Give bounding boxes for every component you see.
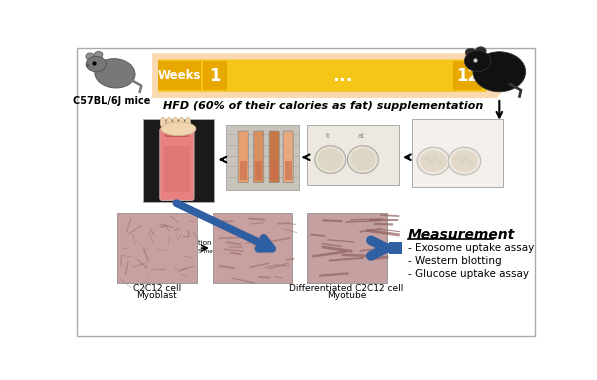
Text: HFD (60% of their calories as fat) supplementation: HFD (60% of their calories as fat) suppl… — [162, 101, 483, 111]
FancyBboxPatch shape — [240, 161, 247, 180]
Ellipse shape — [455, 156, 461, 160]
FancyBboxPatch shape — [283, 131, 293, 183]
Text: Differentiated C2C12 cell: Differentiated C2C12 cell — [290, 284, 404, 293]
Ellipse shape — [428, 160, 434, 164]
Text: Measurement: Measurement — [408, 228, 515, 242]
FancyBboxPatch shape — [160, 128, 194, 200]
Text: - Exosome uptake assay: - Exosome uptake assay — [408, 243, 534, 253]
Ellipse shape — [424, 156, 430, 160]
FancyBboxPatch shape — [143, 119, 214, 202]
Polygon shape — [158, 59, 503, 92]
Ellipse shape — [185, 117, 190, 128]
Ellipse shape — [347, 146, 378, 173]
FancyBboxPatch shape — [203, 61, 226, 90]
Text: - Western blotting: - Western blotting — [408, 256, 501, 266]
Ellipse shape — [420, 150, 447, 172]
FancyBboxPatch shape — [254, 131, 264, 183]
FancyBboxPatch shape — [453, 61, 482, 90]
Ellipse shape — [160, 117, 166, 128]
Text: Weeks: Weeks — [158, 69, 201, 82]
Ellipse shape — [467, 160, 473, 164]
Ellipse shape — [463, 156, 469, 160]
Ellipse shape — [173, 117, 178, 128]
FancyBboxPatch shape — [164, 146, 190, 192]
Ellipse shape — [86, 53, 94, 60]
FancyBboxPatch shape — [285, 161, 291, 180]
Ellipse shape — [475, 47, 486, 55]
Text: lt: lt — [326, 133, 330, 139]
Text: 1: 1 — [209, 66, 221, 85]
Ellipse shape — [459, 160, 465, 164]
Ellipse shape — [95, 59, 135, 88]
FancyBboxPatch shape — [389, 242, 402, 254]
Ellipse shape — [465, 48, 476, 57]
Ellipse shape — [448, 147, 481, 175]
FancyBboxPatch shape — [165, 127, 189, 136]
FancyBboxPatch shape — [255, 161, 262, 180]
Ellipse shape — [417, 147, 450, 175]
FancyBboxPatch shape — [226, 125, 299, 190]
Text: ...: ... — [332, 66, 352, 85]
Text: 2% HS medium: 2% HS medium — [183, 249, 226, 255]
Text: Differentiation for 3 days: Differentiation for 3 days — [161, 240, 249, 246]
Text: 12: 12 — [456, 66, 479, 85]
Text: Myotube: Myotube — [327, 291, 367, 299]
FancyBboxPatch shape — [238, 131, 248, 183]
Text: C57BL/6J mice: C57BL/6J mice — [73, 96, 150, 106]
Text: Myoblast: Myoblast — [136, 291, 177, 299]
FancyBboxPatch shape — [307, 214, 387, 283]
Ellipse shape — [94, 51, 103, 58]
FancyBboxPatch shape — [412, 119, 503, 187]
Ellipse shape — [318, 149, 343, 170]
Ellipse shape — [167, 117, 172, 128]
FancyBboxPatch shape — [270, 161, 278, 180]
Ellipse shape — [350, 149, 376, 170]
Text: - Glucose uptake assay: - Glucose uptake assay — [408, 269, 529, 279]
Ellipse shape — [179, 117, 184, 128]
Ellipse shape — [436, 160, 442, 164]
FancyBboxPatch shape — [213, 214, 293, 283]
FancyBboxPatch shape — [158, 61, 201, 90]
Ellipse shape — [432, 156, 438, 160]
Ellipse shape — [464, 51, 491, 71]
Ellipse shape — [473, 52, 526, 92]
Text: at: at — [358, 133, 365, 139]
Polygon shape — [152, 53, 515, 98]
Ellipse shape — [451, 150, 478, 172]
Ellipse shape — [315, 146, 346, 173]
FancyBboxPatch shape — [307, 125, 399, 185]
Ellipse shape — [86, 56, 106, 72]
Text: C2C12 cell: C2C12 cell — [133, 284, 181, 293]
FancyBboxPatch shape — [117, 214, 197, 283]
FancyBboxPatch shape — [269, 131, 279, 183]
FancyBboxPatch shape — [77, 48, 535, 336]
Ellipse shape — [161, 122, 196, 136]
